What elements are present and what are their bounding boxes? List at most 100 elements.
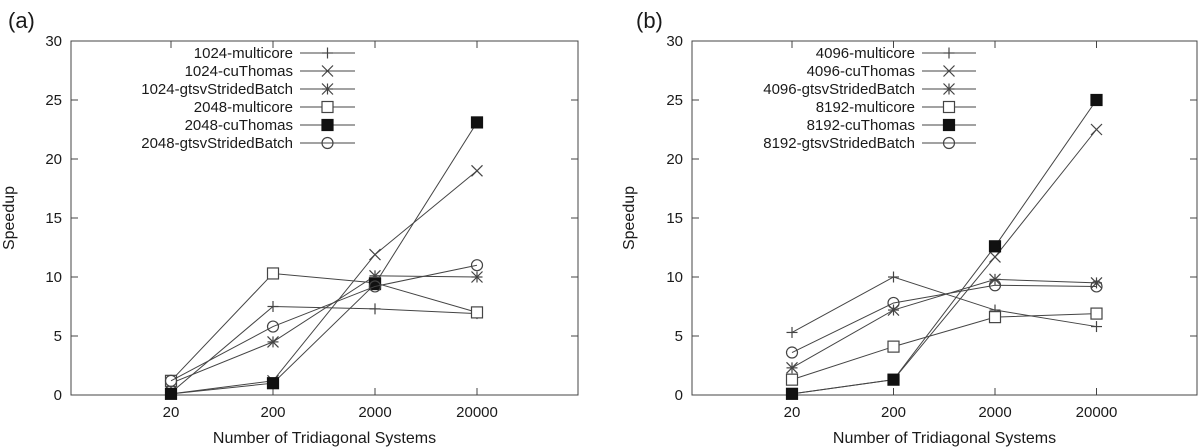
data-point — [470, 116, 484, 129]
series-1024-multicore — [165, 301, 483, 399]
series-line — [791, 313, 1097, 381]
legend-marker — [943, 83, 955, 95]
data-point — [267, 335, 279, 348]
x-tick-label: 20000 — [456, 404, 498, 421]
x-tick-label: 20000 — [1076, 404, 1118, 421]
x-tick-label: 2000 — [358, 404, 391, 421]
y-tick-label: 5 — [54, 328, 62, 345]
chart-panel-b: (b) 0 5 10 15 20 25 30 20 200 2000 20000 Number of T… — [621, 8, 1198, 447]
series-4096-multicore — [786, 271, 1102, 338]
series-1024-gtsvStridedBatch — [165, 269, 483, 390]
data-point — [887, 340, 900, 353]
legend-label: 1024-cuThomas — [185, 63, 293, 80]
y-tick-label: 25 — [666, 92, 683, 109]
series-2048-gtsvStridedBatch — [164, 259, 484, 387]
series-line — [170, 122, 478, 395]
y-tick-label: 10 — [666, 269, 683, 286]
data-point — [786, 326, 798, 338]
legend-marker — [321, 83, 334, 95]
series-line — [791, 278, 1097, 369]
series-line — [170, 272, 478, 382]
legend-marker — [943, 65, 955, 77]
data-point — [888, 271, 899, 283]
legend-marker — [942, 100, 956, 114]
data-point — [368, 280, 382, 293]
data-point — [267, 301, 279, 312]
legend-label: 8192-cuThomas — [807, 117, 915, 134]
data-point — [785, 346, 799, 359]
data-point — [887, 296, 900, 310]
data-point — [266, 267, 280, 280]
data-point — [988, 240, 1002, 253]
data-point — [369, 248, 381, 261]
legend-label: 2048-gtsvStridedBatch — [141, 135, 293, 152]
legend-marker — [321, 100, 334, 114]
x-tick-label: 200 — [260, 404, 285, 421]
series-line — [170, 305, 478, 394]
legend-marker — [942, 136, 956, 150]
data-point — [1090, 280, 1103, 293]
series-line — [791, 129, 1097, 395]
y-tick-label: 10 — [45, 269, 62, 286]
data-point — [266, 377, 280, 390]
legend-label: 8192-gtsvStridedBatch — [763, 135, 915, 152]
series-line — [170, 170, 478, 395]
data-point — [266, 320, 280, 333]
x-axis-label: Number of Tridiagonal Systems — [833, 430, 1056, 447]
y-tick-label: 0 — [675, 387, 683, 404]
series-line — [170, 275, 478, 384]
legend-marker — [942, 118, 956, 132]
data-point — [164, 374, 178, 387]
series-line — [170, 264, 478, 382]
series-8192-multicore — [785, 307, 1103, 386]
x-axis-label: Number of Tridiagonal Systems — [213, 430, 436, 447]
panel-label: (b) — [636, 8, 663, 33]
legend-label: 2048-multicore — [194, 99, 293, 116]
data-point — [471, 271, 483, 283]
series-line — [791, 276, 1097, 333]
x-tick-label: 20 — [784, 404, 801, 421]
legend-label: 4096-multicore — [816, 45, 915, 62]
data-point — [989, 251, 1001, 263]
data-point — [1090, 123, 1103, 136]
x-tick-label: 2000 — [978, 404, 1011, 421]
series-line — [791, 99, 1097, 395]
series-1024-cuThomas — [165, 164, 483, 400]
series-4096-cuThomas — [786, 123, 1103, 400]
y-tick-label: 0 — [54, 387, 62, 404]
legend-label: 4096-cuThomas — [807, 63, 915, 80]
y-axis-label: Speedup — [621, 186, 638, 250]
chart-panel-a: (a) 0 5 10 15 20 25 30 20 200 2000 20000 Number of T… — [1, 8, 579, 447]
legend: 1024-multicore1024-cuThomas1024-gtsvStri… — [141, 45, 355, 152]
data-point — [470, 306, 484, 319]
y-tick-label: 30 — [45, 33, 62, 50]
series-8192-cuThomas — [785, 93, 1103, 400]
series-2048-multicore — [164, 267, 484, 387]
legend-label: 2048-cuThomas — [185, 117, 293, 134]
legend: 4096-multicore4096-cuThomas4096-gtsvStri… — [763, 45, 976, 152]
y-tick-label: 25 — [45, 92, 62, 109]
y-tick-label: 15 — [45, 210, 62, 227]
data-point — [988, 311, 1002, 324]
data-point — [1091, 321, 1102, 333]
series-4096-gtsvStridedBatch — [786, 273, 1103, 374]
y-axis-label: Speedup — [1, 186, 18, 250]
panel-label: (a) — [8, 8, 35, 33]
y-tick-label: 20 — [45, 151, 62, 168]
legend-marker — [321, 136, 334, 150]
legend-marker — [321, 118, 334, 132]
legend-marker — [943, 47, 955, 59]
series-line — [791, 284, 1097, 353]
y-tick-label: 20 — [666, 151, 683, 168]
legend-label: 4096-gtsvStridedBatch — [763, 81, 915, 98]
legend-marker — [322, 47, 333, 59]
x-tick-label: 20 — [163, 404, 180, 421]
data-point — [369, 303, 381, 315]
y-tick-label: 15 — [666, 210, 683, 227]
data-point — [887, 373, 900, 386]
legend-label: 1024-gtsvStridedBatch — [141, 81, 293, 98]
data-point — [988, 279, 1002, 292]
x-tick-label: 200 — [881, 404, 906, 421]
